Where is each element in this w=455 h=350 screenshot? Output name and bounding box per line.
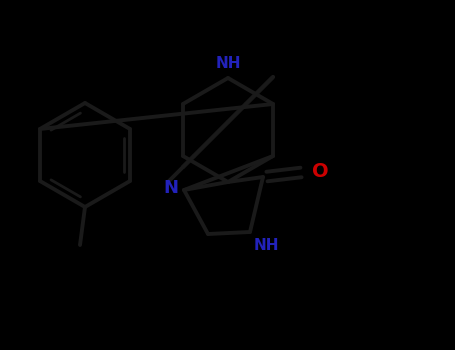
Text: N: N <box>163 179 178 197</box>
Text: NH: NH <box>254 238 279 253</box>
Text: NH: NH <box>215 56 241 71</box>
Text: O: O <box>312 162 329 182</box>
